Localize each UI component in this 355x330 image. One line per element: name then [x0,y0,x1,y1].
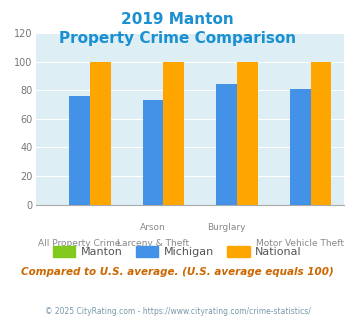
Text: Motor Vehicle Theft: Motor Vehicle Theft [256,239,344,248]
Text: Burglary: Burglary [207,223,246,232]
Text: 2019 Manton: 2019 Manton [121,12,234,26]
Text: All Property Crime: All Property Crime [38,239,121,248]
Bar [217,84,237,205]
Text: Property Crime Comparison: Property Crime Comparison [59,31,296,46]
Bar [69,96,90,205]
Bar [90,62,110,205]
Text: Compared to U.S. average. (U.S. average equals 100): Compared to U.S. average. (U.S. average … [21,267,334,277]
Bar [290,89,311,205]
Text: Arson: Arson [140,223,166,232]
Bar [143,100,163,205]
Text: Larceny & Theft: Larceny & Theft [117,239,189,248]
Legend: Manton, Michigan, National: Manton, Michigan, National [49,242,306,262]
Bar [237,62,258,205]
Text: © 2025 CityRating.com - https://www.cityrating.com/crime-statistics/: © 2025 CityRating.com - https://www.city… [45,307,310,316]
Bar [311,62,331,205]
Bar [163,62,184,205]
